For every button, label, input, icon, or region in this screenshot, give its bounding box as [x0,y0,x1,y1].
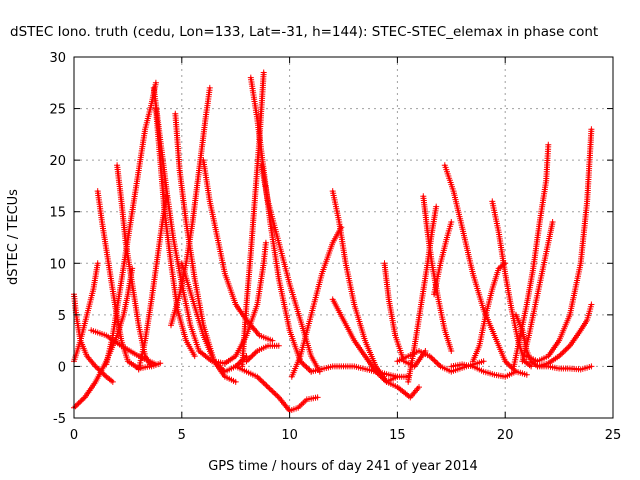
y-tick-label: 25 [49,103,66,118]
series-markers [243,342,282,365]
y-tick-label: 10 [49,257,66,272]
series-arc-15 [221,239,269,367]
x-tick-label: 0 [70,428,78,443]
x-tick-label: 25 [605,428,622,443]
series-markers [329,296,422,401]
series-arc-32 [469,260,509,365]
series-markers [510,141,552,370]
series-markers [420,193,455,354]
series-arc-31 [448,361,519,380]
series-arc-27 [405,203,440,385]
y-tick-label: 15 [49,206,66,221]
series-arc-35 [510,141,552,370]
chart-title: dSTEC Iono. truth (cedu, Lon=133, Lat=-3… [10,24,598,40]
series-arc-36 [519,219,556,365]
series-arc-21 [288,224,345,380]
series-markers [258,162,323,375]
series-markers [232,363,321,414]
series-arc-37 [523,126,595,365]
series-markers [221,239,269,367]
series-arc-38 [534,301,595,370]
series-markers [523,126,595,365]
series-markers [519,219,556,365]
series-arc-06 [103,79,159,368]
y-tick-label: 20 [49,154,66,169]
series-arc-17 [243,342,282,365]
series-markers [534,301,595,370]
series-markers [431,219,455,298]
series-arc-29 [431,219,455,298]
series-line [202,159,274,342]
x-tick-label: 10 [281,428,298,443]
y-axis-label: dSTEC / TECUs [6,189,21,285]
y-tick-label: 0 [58,360,66,375]
series-line [443,164,528,376]
series-arc-23 [308,363,412,380]
series-arc-30 [441,162,530,378]
series-markers [114,162,164,370]
series-markers [288,224,345,380]
tick-layer: 0 5 10 15 20 25 -5 0 5 10 15 20 25 30 [49,51,621,443]
series-arc-20 [232,363,321,414]
series-markers [469,260,509,365]
y-tick-label: 30 [49,51,66,66]
y-tick-label: 5 [58,309,66,324]
series-markers [441,162,530,378]
x-tick-label: 5 [178,428,186,443]
plot-frame [73,56,614,419]
series-line [331,298,421,399]
grid-layer [74,57,613,418]
series-arc-14 [200,157,276,344]
series-layer [71,69,595,414]
series-arc-24 [329,296,422,401]
series-markers [94,188,153,372]
series-arc-25 [381,260,429,370]
series-arc-19 [258,162,323,375]
x-tick-label: 15 [389,428,406,443]
series-markers [239,69,267,370]
y-tick-label: -5 [53,412,66,427]
series-markers [381,260,429,370]
x-tick-label: 20 [497,428,514,443]
series-arc-16 [239,69,267,370]
x-axis-label: GPS time / hours of day 241 of year 2014 [208,459,478,474]
series-markers [448,361,519,380]
series-arc-07 [114,162,164,370]
series-line [223,241,267,365]
series-markers [200,157,276,344]
